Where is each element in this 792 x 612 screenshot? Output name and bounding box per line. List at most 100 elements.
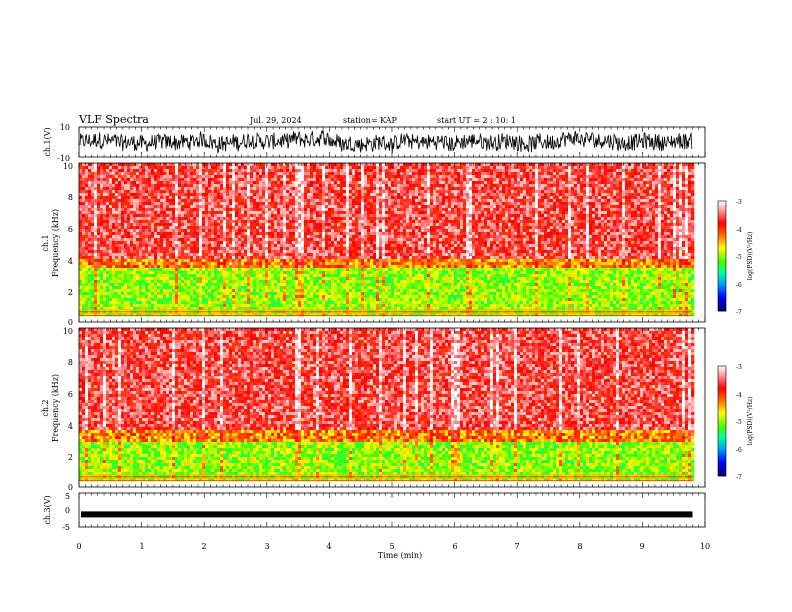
spec1-cell [232, 253, 235, 256]
spec1-cell [319, 220, 322, 223]
spec1-cell [346, 304, 349, 307]
spec1-cell [271, 268, 274, 271]
spec1-cell [211, 223, 214, 226]
spec1-cell [346, 199, 349, 202]
spec1-cell [94, 184, 97, 187]
spec1-cell [97, 256, 100, 259]
spec1-cell [310, 178, 313, 181]
spec1-cell [166, 244, 169, 247]
spec1-cell [124, 304, 127, 307]
spec1-cell [145, 169, 148, 172]
spec1-cell [331, 229, 334, 232]
spec1-cell [271, 238, 274, 241]
spec1-cell [364, 268, 367, 271]
spec1-cell [181, 196, 184, 199]
spec1-cell [151, 298, 154, 301]
spec1-cell [205, 256, 208, 259]
spec1-cell [196, 259, 199, 262]
spec1-cell [262, 223, 265, 226]
spec1-cell [364, 295, 367, 298]
spec1-cell [367, 166, 370, 169]
spec1-cell [127, 271, 130, 274]
spec1-cell [313, 298, 316, 301]
spec1-cell [124, 289, 127, 292]
spec1-cell [268, 211, 271, 214]
spec1-cell [127, 208, 130, 211]
spec1-cell [196, 214, 199, 217]
spec1-cell [91, 232, 94, 235]
spec1-cell [349, 202, 352, 205]
spec1-cell [142, 217, 145, 220]
spec1-cell [148, 295, 151, 298]
spec1-cell [130, 292, 133, 295]
spec1-cell [214, 289, 217, 292]
spec1-cell [211, 208, 214, 211]
spec1-cell [184, 280, 187, 283]
spec1-cell [184, 301, 187, 304]
spec1-cell [268, 274, 271, 277]
spec1-cell [283, 292, 286, 295]
spec1-cell [148, 211, 151, 214]
spec1-cell [97, 184, 100, 187]
spec1-cell [88, 220, 91, 223]
spec1-cell [109, 202, 112, 205]
spec1-cell [367, 181, 370, 184]
spec1-cell [142, 190, 145, 193]
spec1-cell [352, 253, 355, 256]
spec1-cell [250, 223, 253, 226]
spec1-cell [256, 271, 259, 274]
spec1-cell [205, 172, 208, 175]
spec1-cell [367, 295, 370, 298]
spec1-cell [106, 187, 109, 190]
spec1-cell [142, 244, 145, 247]
spec1-cell [274, 268, 277, 271]
spec1-cell [277, 166, 280, 169]
spec1-cell [214, 223, 217, 226]
spec1-cell [154, 214, 157, 217]
spec1-cell [256, 193, 259, 196]
spec1-cell [253, 292, 256, 295]
spec1-cell [136, 295, 139, 298]
spec1-cell [370, 250, 373, 253]
spec1-cell [361, 211, 364, 214]
spec1-cell [322, 235, 325, 238]
spec1-cell [235, 250, 238, 253]
spec1-cell [364, 271, 367, 274]
spec1-cell [187, 271, 190, 274]
spec1-cell [316, 193, 319, 196]
spec1-cell [259, 175, 262, 178]
spec1-cell [178, 268, 181, 271]
spec1-cell [262, 178, 265, 181]
spec1-cell [115, 244, 118, 247]
spec1-cell [154, 253, 157, 256]
spec1-cell [148, 172, 151, 175]
spec1-cell [295, 223, 298, 226]
spec1-cell [172, 259, 175, 262]
spec1-cell [289, 280, 292, 283]
spec1-cell [181, 301, 184, 304]
spec1-cell [82, 181, 85, 184]
spec1-cell [190, 205, 193, 208]
spec1-cell [256, 187, 259, 190]
spec1-cell [370, 262, 373, 265]
spec1-cell [211, 247, 214, 250]
spec1-cell [145, 235, 148, 238]
spec1-cell [343, 208, 346, 211]
spec1-cell [163, 232, 166, 235]
spec1-cell [283, 235, 286, 238]
spec1-cell [124, 193, 127, 196]
spec1-cell [298, 169, 301, 172]
spec1-cell [325, 211, 328, 214]
spec1-cell [223, 193, 226, 196]
spec1-cell [205, 175, 208, 178]
spec1-cell [136, 280, 139, 283]
spec1-cell [139, 283, 142, 286]
spec1-cell [316, 244, 319, 247]
spec1-cell [181, 208, 184, 211]
spec1-cell [262, 217, 265, 220]
spec1-cell [274, 295, 277, 298]
spec1-cell [364, 190, 367, 193]
spec1-cell [127, 199, 130, 202]
spec1-cell [322, 268, 325, 271]
spec1-cell [151, 229, 154, 232]
